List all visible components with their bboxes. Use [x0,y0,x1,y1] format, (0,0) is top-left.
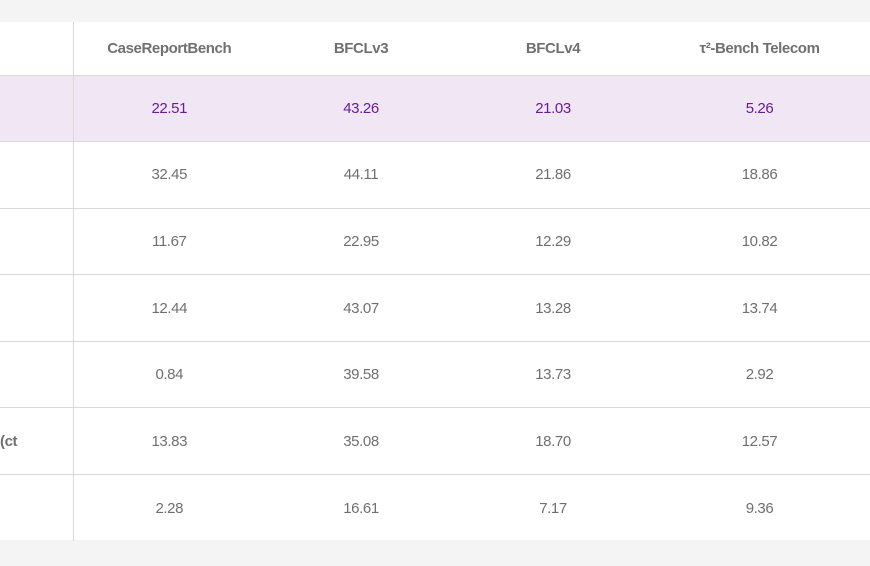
table-row: 11.67 22.95 12.29 10.82 [0,208,870,276]
table-cell: 12.29 [457,208,649,276]
table-cell: 32.45 [73,141,265,209]
table-cell: 9.36 [745,499,774,517]
table-row: 0.84 39.58 13.73 2.92 [0,341,870,409]
table-cell: 12.44 [73,274,265,342]
table-cell: 44.11 [265,141,457,209]
table-cell: 12.57 [649,407,870,476]
table-cell: 22.95 [265,208,457,276]
row-label-cell [0,274,74,342]
table-header-row: CaseReportBench BFCLv3 BFCLv4 τ²-Bench T… [0,22,870,76]
row-label-cell [0,341,74,409]
table-cell: 13.28 [457,274,649,342]
row-label: ct) [0,432,18,450]
row-label-cell: ct) [0,407,74,476]
header-bfclv3: BFCLv3 [265,22,457,76]
table-cell: 21.86 [457,141,649,209]
table-row: 12.44 43.07 13.28 13.74 [0,274,870,342]
table-cell: 39.58 [265,341,457,409]
header-casereportbench: CaseReportBench [73,22,265,76]
table-cell: 11.67 [73,208,265,276]
table-cell: 2.28 [155,499,184,517]
header-tau2-bench-telecom: τ²-Bench Telecom [649,22,870,76]
table-cell: 43.26 [265,75,457,143]
table-cell: 22.51 [73,75,265,143]
table-cell: 43.07 [265,274,457,342]
table-row: 32.45 44.11 21.86 18.86 [0,141,870,209]
header-bfclv4: BFCLv4 [457,22,649,76]
results-table-card: CaseReportBench BFCLv3 BFCLv4 τ²-Bench T… [0,22,870,542]
table-cell: 2.92 [649,341,870,409]
table-cell: 5.26 [649,75,870,143]
row-label-cell [0,75,74,143]
table-cell: 21.03 [457,75,649,143]
table-cell: 13.73 [457,341,649,409]
table-row-highlighted: 22.51 43.26 21.03 5.26 [0,75,870,143]
table-row: ct) 13.83 35.08 18.70 12.57 [0,407,870,476]
table-cell: 10.82 [649,208,870,276]
table-cell: 35.08 [265,407,457,476]
table-cell: 7.17 [539,499,567,517]
table-cell: 16.61 [343,499,379,517]
table-cell: 0.84 [73,341,265,409]
table-cell: 18.86 [649,141,870,209]
row-label-cell [0,141,74,209]
table-cell: 18.70 [457,407,649,476]
row-label-cell [0,474,74,542]
table-cell: 13.83 [73,407,265,476]
table-cell: 13.74 [649,274,870,342]
header-model-cell [0,22,74,76]
row-label-cell [0,208,74,276]
table-row: 2.28 16.61 7.17 9.36 [0,474,870,542]
benchmark-table: CaseReportBench BFCLv3 BFCLv4 τ²-Bench T… [0,22,870,542]
